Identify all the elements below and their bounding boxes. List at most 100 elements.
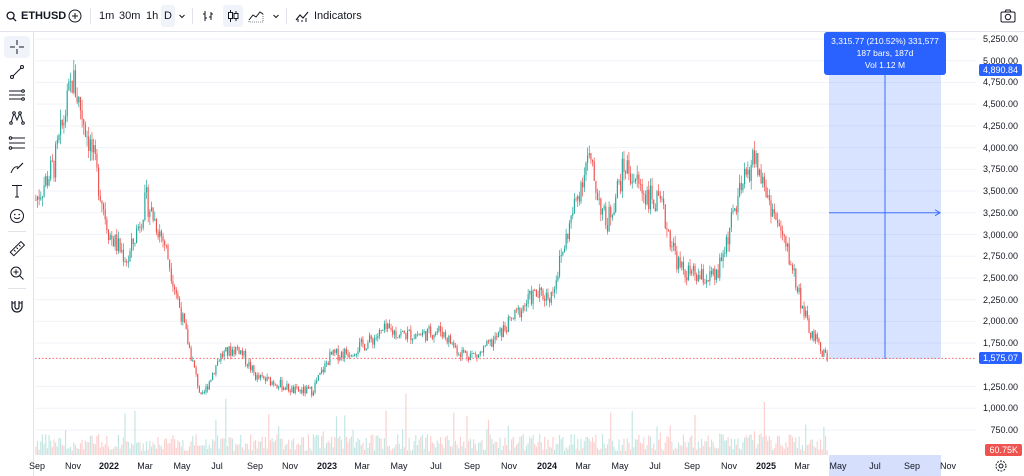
volume-bar [740,449,742,455]
ruler-icon [9,241,25,257]
candle-body [705,280,708,284]
candle-body [482,346,485,353]
magnet-icon [11,301,23,313]
candle-body [755,153,757,164]
area-style-button[interactable] [248,0,264,32]
volume-bar [765,435,767,455]
candle-body [768,195,770,201]
candle-body [479,351,481,355]
text-tool[interactable] [4,180,30,202]
indicators-button[interactable]: Indicators [295,0,362,32]
candle-body [519,307,521,318]
candle-body [585,162,587,176]
magnet-tool[interactable] [4,295,30,317]
brush-tool[interactable] [4,157,30,179]
chart-settings-button[interactable] [994,459,1008,473]
bar-style-button[interactable] [201,0,215,32]
volume-bar [590,441,592,455]
volume-bar [365,437,367,455]
price-chart[interactable]: TV [35,33,976,455]
candle-body [643,193,645,195]
zoom-in-tool[interactable] [4,262,30,284]
ruler-tool[interactable] [4,238,30,260]
chevron-down-icon [179,14,185,19]
volume-bar [565,447,567,455]
candle-body [408,329,410,331]
candle-body [514,309,516,319]
emoji-tool[interactable] [4,205,30,227]
chart-canvas[interactable] [35,33,976,455]
time-tick-label: Nov [939,461,957,471]
candle-body [580,182,582,202]
volume-bar [600,448,602,455]
volume-bar [157,437,159,455]
chart-style-dropdown[interactable] [272,0,280,32]
pattern-tool[interactable] [4,107,30,129]
candle-body [157,232,159,238]
candle-body [750,164,752,181]
candle-body [558,255,561,277]
volume-bar [557,443,559,455]
screenshot-button[interactable] [1000,0,1016,32]
timeframe-30m[interactable]: 30m [119,0,140,32]
volume-bar [788,434,790,455]
candle-body [608,206,610,232]
candle-body [364,344,366,351]
timeframe-d[interactable]: D [161,5,175,27]
candles-style-button[interactable] [223,5,243,27]
crosshair-tool[interactable] [4,36,30,58]
top-toolbar: ETHUSD 1m 30m 1h D Indicators [0,0,1024,32]
volume-bar [459,436,461,455]
volume-bar [463,441,465,455]
volume-bar [737,438,739,455]
candle-body [593,161,595,181]
candle-body [772,209,774,217]
candle-body [620,181,622,192]
candle-body [529,290,531,295]
candle-body [463,349,465,353]
horizontal-lines-tool[interactable] [4,84,30,106]
trend-line-tool[interactable] [4,61,30,83]
timeframe-1m[interactable]: 1m [99,0,114,32]
timeframe-1h[interactable]: 1h [146,0,158,32]
candle-body [339,357,341,361]
volume-bar [603,443,605,455]
price-axis[interactable]: 5,250.00 5,000.00 4,750.00 4,500.00 4,250.00… [976,33,1024,456]
volume-bar [580,438,582,455]
volume-bar [98,434,100,455]
candle-body [88,136,90,151]
volume-bar [258,441,260,455]
candle-body [169,259,171,269]
volume-bar [763,402,765,455]
candle-body [78,96,80,103]
volume-bar [76,448,78,455]
time-axis[interactable]: Sep Nov 2022 Mar May Jul Sep Nov 2023 Mar May Jul Se… [29,455,976,476]
candle-body [702,269,704,283]
candle-body [160,231,162,237]
symbol-search[interactable]: ETHUSD [6,0,66,32]
candle-body [639,183,642,185]
timeframe-dropdown[interactable] [178,0,186,32]
price-tick-label: 3,750.00 [982,164,1018,175]
volume-bar [340,439,343,455]
candle-body [629,173,632,184]
candle-body [91,139,93,153]
volume-bar [268,414,270,455]
volume-bar [641,443,643,455]
fib-retracement-tool[interactable] [4,132,30,154]
candle-body [563,248,566,252]
candle-body [368,335,371,343]
volume-bar [656,426,658,455]
volume-bar [81,440,83,455]
time-tick-label: Nov [281,461,299,471]
volume-bar [535,446,537,455]
candle-body [631,181,633,184]
volume-bar [532,435,534,455]
volume-bar [84,440,86,455]
volume-bar [309,448,311,455]
add-symbol-button[interactable] [68,0,82,32]
candle-body [311,387,313,396]
candle-body [69,80,72,82]
candle-body [416,334,419,336]
candle-body [684,270,686,278]
